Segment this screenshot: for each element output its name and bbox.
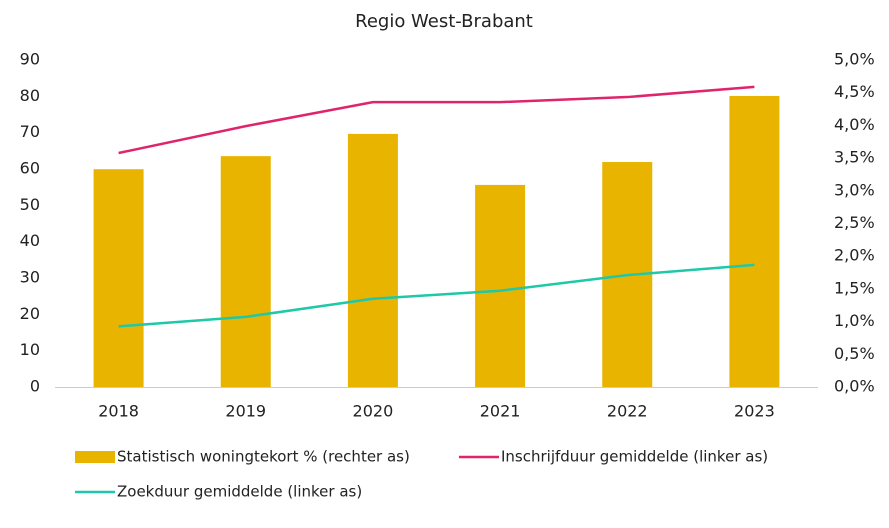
y-tick-label: 40 xyxy=(20,231,40,250)
x-tick-label: 2022 xyxy=(607,402,648,421)
y-tick-label: 60 xyxy=(20,159,40,178)
y2-tick-label: 4,0% xyxy=(834,115,875,134)
y2-tick-label: 0,0% xyxy=(834,377,875,396)
y-tick-label: 50 xyxy=(20,195,40,214)
legend-swatch xyxy=(75,451,115,463)
y-tick-label: 10 xyxy=(20,340,40,359)
y2-tick-label: 4,5% xyxy=(834,82,875,101)
y2-tick-label: 2,5% xyxy=(834,213,875,232)
y2-tick-label: 3,5% xyxy=(834,148,875,167)
legend-label: Inschrijfduur gemiddelde (linker as) xyxy=(501,448,768,466)
x-tick-label: 2023 xyxy=(734,402,775,421)
y-tick-label: 70 xyxy=(20,122,40,141)
chart-title: Regio West-Brabant xyxy=(355,11,533,32)
x-tick-label: 2019 xyxy=(225,402,266,421)
y2-tick-label: 2,0% xyxy=(834,246,875,265)
y-tick-label: 80 xyxy=(20,86,40,105)
y-tick-label: 20 xyxy=(20,304,40,323)
x-tick-label: 2018 xyxy=(98,402,139,421)
bar xyxy=(729,95,780,387)
y-tick-label: 90 xyxy=(20,50,40,69)
y-tick-label: 30 xyxy=(20,268,40,287)
legend-label: Statistisch woningtekort % (rechter as) xyxy=(117,448,410,466)
y-tick-label: 0 xyxy=(30,377,40,396)
bar xyxy=(475,184,526,387)
line xyxy=(118,263,755,328)
y2-tick-label: 0,5% xyxy=(834,344,875,363)
x-tick-label: 2020 xyxy=(353,402,394,421)
bar xyxy=(347,133,398,387)
bar xyxy=(93,169,144,387)
line xyxy=(118,85,755,155)
y2-tick-label: 3,0% xyxy=(834,180,875,199)
y2-tick-label: 5,0% xyxy=(834,50,875,69)
y2-tick-label: 1,0% xyxy=(834,311,875,330)
x-tick-label: 2021 xyxy=(480,402,521,421)
bar xyxy=(220,156,271,387)
y2-tick-label: 1,5% xyxy=(834,278,875,297)
legend-label: Zoekduur gemiddelde (linker as) xyxy=(117,483,362,501)
